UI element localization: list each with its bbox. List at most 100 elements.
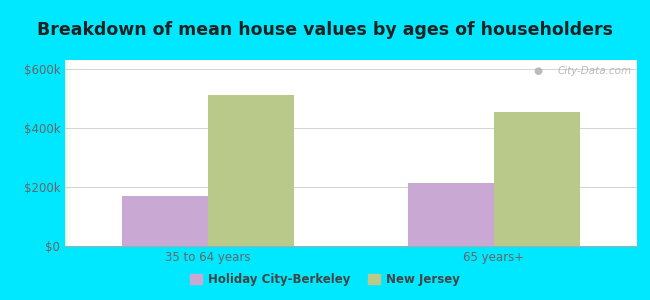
Bar [66, 60, 68, 246]
Bar [66, 60, 70, 246]
Bar [66, 60, 68, 246]
Bar [66, 60, 69, 246]
Bar [66, 60, 68, 246]
Bar [65, 60, 68, 246]
Bar [66, 60, 69, 246]
Bar [67, 60, 70, 246]
Bar [66, 60, 69, 246]
Bar [122, 196, 208, 246]
Bar [67, 60, 70, 246]
Bar [66, 60, 69, 246]
Bar [66, 60, 70, 246]
Bar [68, 60, 70, 246]
Bar [66, 60, 68, 246]
Bar [67, 60, 70, 246]
Bar [66, 60, 69, 246]
Bar [66, 60, 70, 246]
Bar [68, 60, 70, 246]
Bar [66, 60, 69, 246]
Bar [66, 60, 70, 246]
Bar [66, 60, 69, 246]
Bar [66, 60, 68, 246]
Bar [67, 60, 70, 246]
Bar [66, 60, 69, 246]
Bar [66, 60, 70, 246]
Bar [66, 60, 69, 246]
Bar [66, 60, 68, 246]
Bar [68, 60, 71, 246]
Bar [67, 60, 70, 246]
Bar [66, 60, 69, 246]
Bar [65, 60, 68, 246]
Bar [68, 60, 70, 246]
Bar [66, 60, 70, 246]
Bar [65, 60, 68, 246]
Bar [68, 60, 71, 246]
Bar [66, 60, 69, 246]
Bar [68, 60, 70, 246]
Bar [66, 60, 68, 246]
Bar [66, 60, 69, 246]
Bar [67, 60, 70, 246]
Bar [66, 60, 69, 246]
Bar [66, 60, 70, 246]
Bar [67, 60, 70, 246]
Bar [68, 60, 70, 246]
Bar [65, 60, 68, 246]
Bar [66, 60, 70, 246]
Bar [66, 60, 68, 246]
Bar [66, 60, 69, 246]
Bar [66, 60, 68, 246]
Bar [66, 60, 69, 246]
Bar [67, 60, 70, 246]
Bar [66, 60, 68, 246]
Bar [67, 60, 70, 246]
Bar [68, 60, 71, 246]
Bar [66, 60, 68, 246]
Bar [67, 60, 70, 246]
Bar [67, 60, 70, 246]
Bar [66, 60, 68, 246]
Bar [68, 60, 70, 246]
Bar [408, 182, 494, 246]
Bar [68, 60, 71, 246]
Bar [66, 60, 70, 246]
Bar [65, 60, 68, 246]
Bar [67, 60, 70, 246]
Bar [67, 60, 70, 246]
Bar [66, 60, 68, 246]
Bar [66, 60, 69, 246]
Bar [65, 60, 68, 246]
Bar [68, 60, 70, 246]
Bar [66, 60, 68, 246]
Bar [66, 60, 69, 246]
Bar [66, 60, 69, 246]
Bar [67, 60, 70, 246]
Bar [67, 60, 70, 246]
Bar [66, 60, 69, 246]
Bar [66, 60, 68, 246]
Bar [66, 60, 69, 246]
Bar [65, 60, 68, 246]
Bar [65, 60, 68, 246]
Bar [66, 60, 70, 246]
Bar [68, 60, 70, 246]
Bar [66, 60, 68, 246]
Bar [67, 60, 70, 246]
Bar [67, 60, 70, 246]
Bar [67, 60, 70, 246]
Bar [67, 60, 70, 246]
Bar [66, 60, 69, 246]
Bar [65, 60, 68, 246]
Bar [66, 60, 69, 246]
Bar [66, 60, 69, 246]
Bar [65, 60, 68, 246]
Bar [68, 60, 70, 246]
Bar [66, 60, 69, 246]
Bar [65, 60, 68, 246]
Bar [66, 60, 69, 246]
Bar [68, 60, 70, 246]
Bar [68, 60, 70, 246]
Bar [66, 60, 68, 246]
Bar [66, 60, 70, 246]
